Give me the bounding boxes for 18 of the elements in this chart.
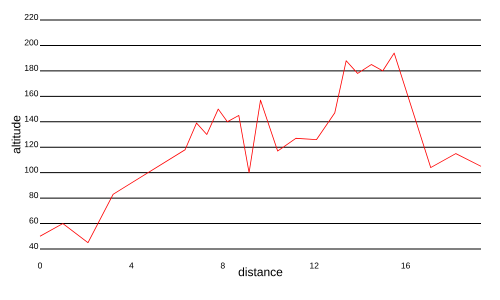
y-axis-title: altitude (12, 116, 20, 154)
x-tick-label: 0 (38, 262, 42, 269)
y-tick-label: 160 (24, 90, 38, 96)
y-tick-label: 60 (29, 218, 38, 224)
y-tick-label: 100 (24, 166, 38, 173)
y-tick-label: 200 (24, 39, 38, 46)
y-tick-label: 220 (24, 14, 38, 20)
x-tick-label: 16 (402, 262, 410, 269)
y-tick-label: 40 (29, 243, 38, 250)
x-tick-label: 4 (129, 262, 134, 268)
y-tick-label: 120 (24, 141, 38, 148)
x-axis-title: distance (238, 267, 282, 276)
x-tick-label: 8 (220, 262, 225, 269)
y-tick-label: 80 (29, 192, 38, 198)
y-tick-label: 180 (24, 64, 38, 71)
line-series (40, 52, 482, 244)
x-tick-label: 12 (310, 262, 318, 268)
y-tick-label: 140 (24, 116, 38, 122)
